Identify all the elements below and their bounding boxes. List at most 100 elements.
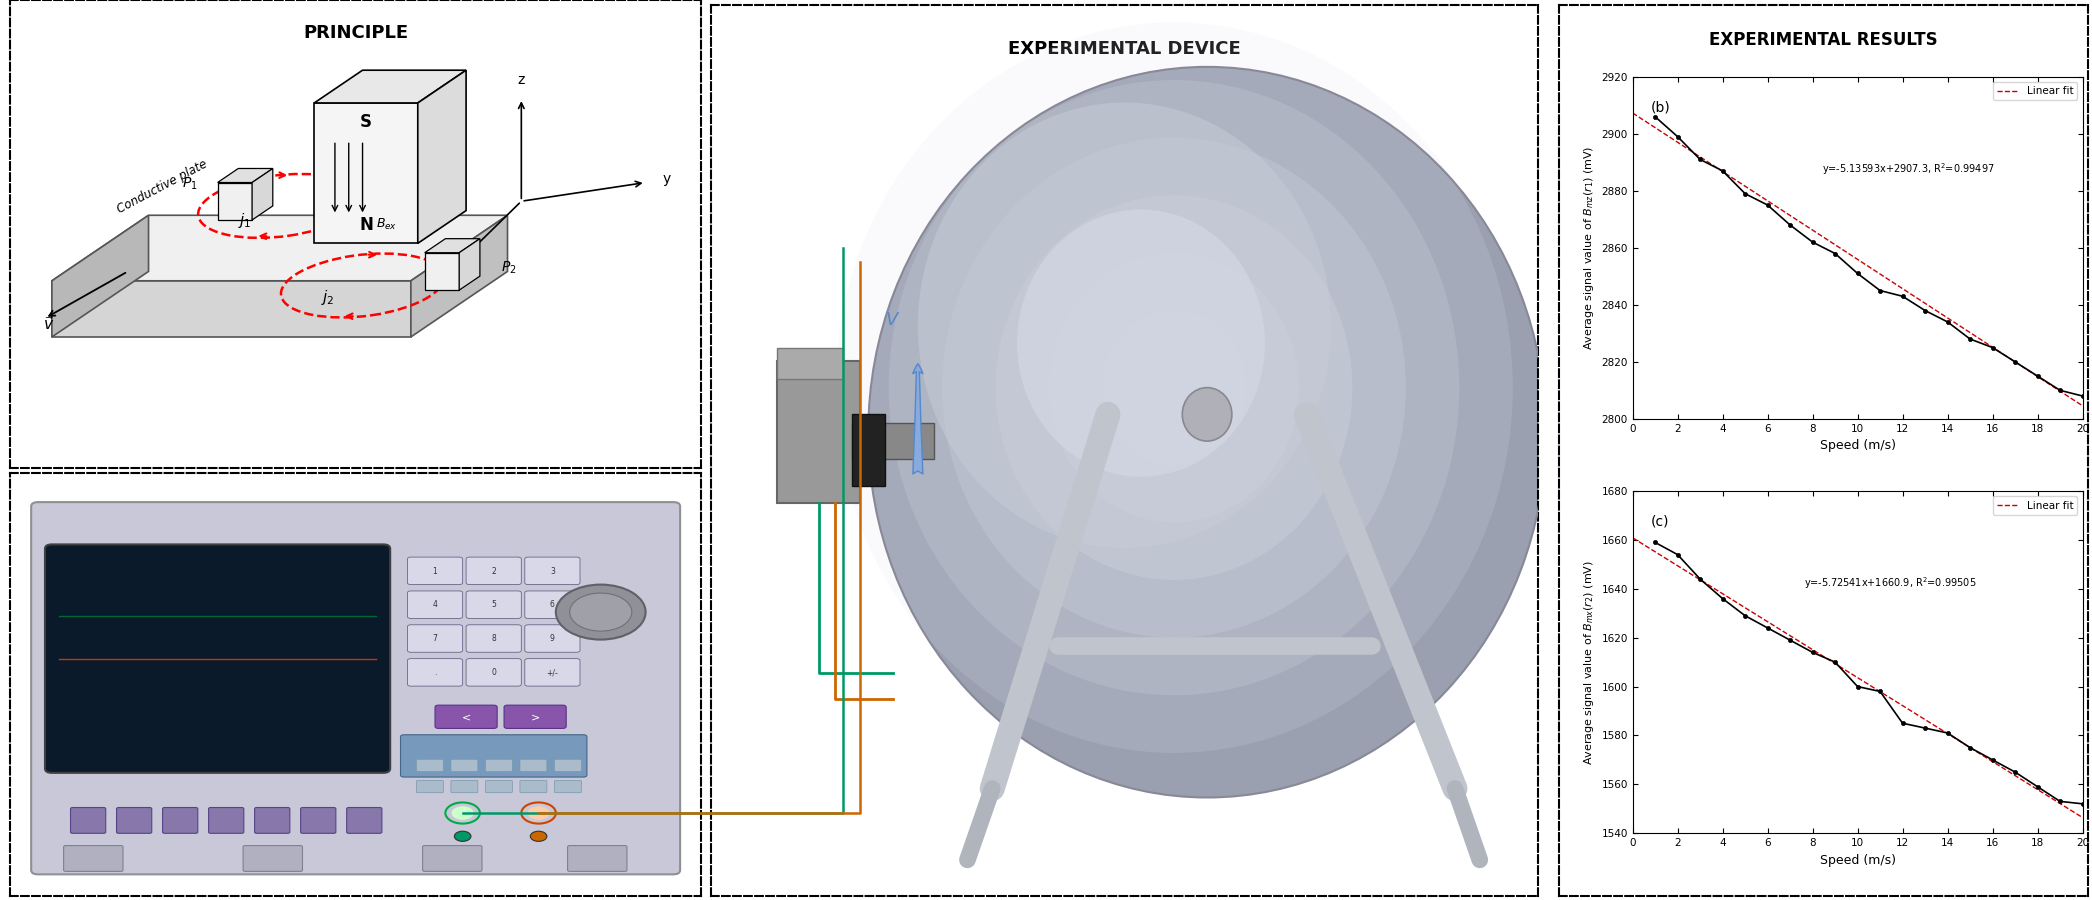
FancyBboxPatch shape [554,780,582,793]
Circle shape [527,806,550,820]
FancyBboxPatch shape [163,807,199,833]
Text: (c): (c) [1651,514,1669,528]
FancyBboxPatch shape [416,760,444,771]
FancyBboxPatch shape [778,347,843,379]
Text: 1: 1 [433,567,437,576]
Text: $j_1$: $j_1$ [238,211,251,230]
Text: y=-5.13593x+2907.3, R$^2$=0.99497: y=-5.13593x+2907.3, R$^2$=0.99497 [1822,161,1994,176]
FancyBboxPatch shape [778,361,860,503]
Text: x: x [441,270,450,284]
X-axis label: Speed (m/s): Speed (m/s) [1820,439,1895,452]
Text: $V$: $V$ [885,311,902,329]
Circle shape [918,103,1331,548]
FancyBboxPatch shape [255,807,291,833]
FancyBboxPatch shape [485,760,513,771]
FancyBboxPatch shape [467,659,521,686]
Circle shape [889,80,1460,696]
Text: 5: 5 [492,600,496,609]
Circle shape [941,138,1406,637]
Polygon shape [314,103,418,243]
Polygon shape [418,70,467,243]
FancyBboxPatch shape [851,423,935,459]
Text: y=-5.72541x+1660.9, R$^2$=0.99505: y=-5.72541x+1660.9, R$^2$=0.99505 [1803,575,1977,591]
X-axis label: Speed (m/s): Speed (m/s) [1820,853,1895,867]
FancyBboxPatch shape [408,659,462,686]
Text: 3: 3 [550,567,554,576]
FancyBboxPatch shape [408,591,462,618]
Text: 6: 6 [550,600,554,609]
Circle shape [996,195,1351,580]
Polygon shape [52,281,410,337]
FancyBboxPatch shape [554,760,582,771]
FancyBboxPatch shape [521,780,546,793]
FancyBboxPatch shape [525,557,579,585]
Circle shape [454,832,471,842]
Text: 4: 4 [433,600,437,609]
FancyBboxPatch shape [452,760,477,771]
Polygon shape [425,238,479,253]
FancyBboxPatch shape [63,846,123,871]
Text: .: . [433,668,437,677]
Text: EXPERIMENTAL DEVICE: EXPERIMENTAL DEVICE [1008,40,1241,58]
Text: PRINCIPLE: PRINCIPLE [303,23,408,41]
FancyBboxPatch shape [467,625,521,652]
Polygon shape [314,70,467,103]
Legend: Linear fit: Linear fit [1994,496,2077,515]
FancyBboxPatch shape [71,807,107,833]
FancyBboxPatch shape [525,625,579,652]
Text: $j_2$: $j_2$ [322,288,335,307]
Text: (b): (b) [1651,100,1669,114]
FancyBboxPatch shape [209,807,245,833]
Circle shape [868,67,1546,797]
Polygon shape [460,238,479,290]
FancyBboxPatch shape [243,846,303,871]
Text: $P_1$: $P_1$ [182,176,199,192]
FancyBboxPatch shape [525,591,579,618]
FancyBboxPatch shape [117,807,153,833]
FancyBboxPatch shape [467,591,521,618]
Polygon shape [218,168,272,183]
Text: +/-: +/- [546,668,559,677]
FancyBboxPatch shape [525,659,579,686]
Circle shape [569,593,632,631]
Y-axis label: Average signal value of $B_{mx}(r_2)$ (mV): Average signal value of $B_{mx}(r_2)$ (m… [1582,560,1596,765]
Text: >: > [531,712,540,722]
Circle shape [452,806,473,820]
Polygon shape [52,215,508,281]
Text: Conductive plate: Conductive plate [115,158,209,217]
FancyBboxPatch shape [851,414,885,486]
FancyBboxPatch shape [408,557,462,585]
Text: 2: 2 [492,567,496,576]
Circle shape [1050,253,1299,522]
Text: S: S [360,112,372,130]
Text: z: z [517,73,525,87]
FancyBboxPatch shape [416,780,444,793]
FancyBboxPatch shape [301,807,337,833]
FancyBboxPatch shape [347,807,383,833]
Text: $\vec{v}$: $\vec{v}$ [42,315,54,333]
FancyBboxPatch shape [408,625,462,652]
FancyBboxPatch shape [31,502,680,875]
FancyBboxPatch shape [435,706,498,728]
Text: 9: 9 [550,634,554,644]
Polygon shape [52,215,149,337]
FancyBboxPatch shape [467,557,521,585]
Polygon shape [410,215,508,337]
Text: 8: 8 [492,634,496,644]
Text: <: < [462,712,471,722]
Circle shape [1102,310,1245,464]
FancyBboxPatch shape [423,846,481,871]
Text: $B_{ex}$: $B_{ex}$ [377,217,397,232]
Text: $P_2$: $P_2$ [500,259,517,275]
Polygon shape [218,183,251,220]
Circle shape [556,585,646,640]
FancyBboxPatch shape [452,780,477,793]
FancyBboxPatch shape [567,846,628,871]
Circle shape [1182,388,1232,441]
Text: N: N [360,216,372,234]
Text: 7: 7 [433,634,437,644]
Text: 0: 0 [492,668,496,677]
FancyBboxPatch shape [400,734,588,777]
Circle shape [529,832,546,842]
Text: y: y [663,172,669,185]
